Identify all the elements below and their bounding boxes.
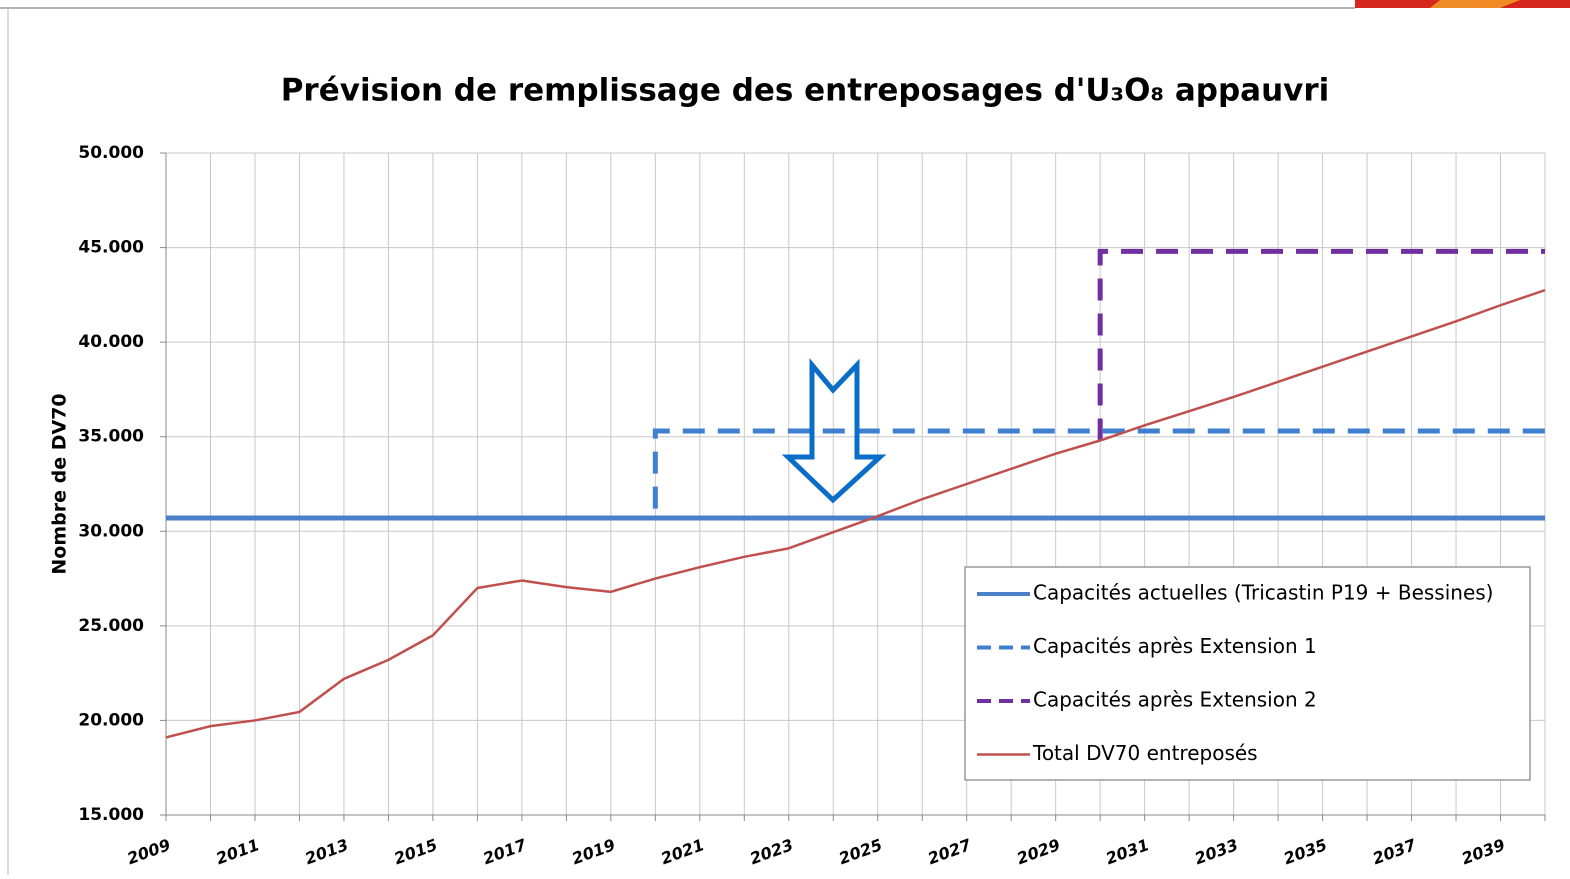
y-tick-label: 15.000 xyxy=(78,805,144,825)
y-tick-label: 50.000 xyxy=(78,143,144,163)
legend-label: Capacités actuelles (Tricastin P19 + Bes… xyxy=(1033,581,1494,605)
arrow xyxy=(781,358,887,504)
y-axis-label: Nombre de DV70 xyxy=(49,393,71,574)
x-tick-label: 2033 xyxy=(1192,835,1240,868)
x-tick-label: 2013 xyxy=(302,835,350,868)
x-tick-label: 2027 xyxy=(925,835,974,868)
x-tick-label: 2025 xyxy=(836,835,884,868)
series-line xyxy=(1097,248,1545,441)
legend-box xyxy=(964,566,1531,781)
legend-label: Capacités après Extension 1 xyxy=(1033,634,1317,658)
series-line xyxy=(652,428,1545,509)
y-tick-label: 20.000 xyxy=(78,710,144,730)
x-tick-label: 2031 xyxy=(1103,835,1151,868)
x-tick-label: 2039 xyxy=(1459,835,1507,868)
series-line xyxy=(165,288,1546,739)
y-tick-label: 40.000 xyxy=(78,332,144,352)
x-tick-label: 2015 xyxy=(391,835,439,868)
x-tick-label: 2037 xyxy=(1370,835,1419,868)
decoration xyxy=(1430,0,1520,8)
legend-label: Total DV70 entreposés xyxy=(1032,741,1258,765)
y-tick-label: 25.000 xyxy=(78,616,144,636)
x-tick-label: 2029 xyxy=(1014,835,1062,868)
y-tick-label: 30.000 xyxy=(78,521,144,541)
x-tick-label: 2017 xyxy=(480,835,529,868)
x-tick-label: 2023 xyxy=(747,835,795,868)
y-tick-label: 35.000 xyxy=(78,427,144,447)
chart-title: Prévision de remplissage des entreposage… xyxy=(281,73,1330,109)
x-tick-label: 2011 xyxy=(214,835,262,868)
x-tick-label: 2019 xyxy=(569,835,617,868)
x-tick-label: 2009 xyxy=(125,835,173,868)
y-tick-label: 45.000 xyxy=(78,238,144,258)
x-tick-label: 2021 xyxy=(658,835,706,868)
legend-label: Capacités après Extension 2 xyxy=(1033,688,1317,712)
x-tick-label: 2035 xyxy=(1281,835,1329,868)
